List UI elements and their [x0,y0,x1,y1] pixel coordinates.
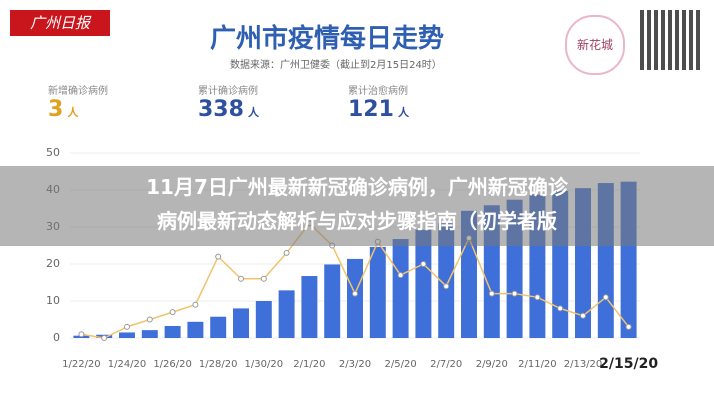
line-point [602,294,609,301]
line-point [192,301,199,308]
y-tick-label: 20 [46,257,60,270]
bar [415,229,432,338]
x-tick-label: 2/7/20 [430,359,462,370]
line-point [238,275,244,282]
x-tick-label: 1/30/20 [245,359,284,370]
stat-unit: 人 [247,106,259,119]
bar [164,325,181,338]
line-point [511,290,518,297]
x-tick-label: 2/5/20 [385,359,417,370]
bar [233,308,249,338]
overlay-line: 病例最新动态解析与应对步骤指南（初学者版 [157,209,557,233]
stat-label: 新增确诊病例 [48,86,108,97]
line-point [488,290,495,297]
line-point [397,272,404,279]
bar [301,276,318,338]
bar [324,264,341,338]
line-point [534,294,541,301]
bar [392,239,409,338]
title: 广州市疫情每日走势 [210,24,445,54]
x-tick-label: 1/28/20 [199,359,238,370]
x-tick-label: 1/24/20 [108,359,147,370]
bar [187,321,204,338]
stat-value: 121 人 [348,97,409,122]
stat-label: 累计治愈病例 [348,86,408,97]
stat-unit: 人 [67,106,79,119]
line-point [420,261,427,267]
stat-unit: 人 [397,106,409,119]
source: 数据来源：广州卫健委（截止到2月15日24时） [230,60,442,71]
overlay-line: 11月7日广州最新新冠确诊病例，广州新冠确诊 [146,175,568,199]
bar [278,290,295,338]
bar [369,246,386,338]
line-point [169,309,176,316]
bar [119,332,135,338]
qr-code [640,10,700,70]
line-point [215,253,222,260]
x-tick-label: 1/26/20 [153,359,192,370]
stat-number: 338 [198,97,244,122]
stat: 累计确诊病例 338 人 [198,82,259,122]
bar [210,316,227,338]
stat-number: 3 [48,97,64,122]
line-point [283,249,290,256]
stat-label: 累计确诊病例 [198,86,258,97]
stat: 累计治愈病例 121 人 [348,82,409,122]
line-point [101,335,108,341]
bar [255,301,272,338]
line-point [260,275,267,282]
x-tick-label: 2/9/20 [476,359,508,370]
x-tick-label: 2/3/20 [339,359,371,370]
line-point [443,283,450,290]
logo: 广州日报 [10,10,110,36]
stat-number: 121 [348,97,394,122]
y-tick-label: 50 [46,146,60,159]
badge: 新花城 [565,15,625,75]
stat: 新增确诊病例 3 人 [48,82,108,122]
x-tick-label: 1/22/20 [62,359,101,370]
x-tick-label: 2/13/20 [564,359,603,370]
bar [141,330,158,338]
x-tick-label: 2/15/20 [599,356,658,372]
y-tick-label: 10 [46,294,60,307]
line-point [580,312,586,319]
line-point [146,316,153,323]
line-point [625,323,632,330]
x-tick-label: 2/11/20 [518,359,557,370]
y-tick-label: 0 [53,331,60,344]
x-tick-label: 2/1/20 [293,359,325,370]
line-point [557,305,564,312]
bar [438,223,455,338]
bar [347,258,363,338]
stat-value: 338 人 [198,97,259,122]
line-point [352,290,358,297]
overlay-title: 11月7日广州最新新冠确诊病例，广州新冠确诊 病例最新动态解析与应对步骤指南（初学… [0,166,714,246]
line-point [78,331,85,338]
line-point [124,323,130,330]
